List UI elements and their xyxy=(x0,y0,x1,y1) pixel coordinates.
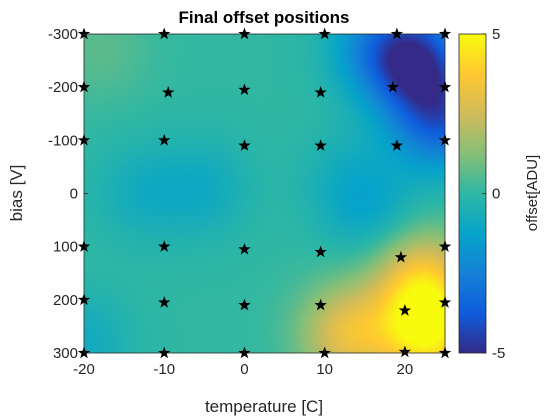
sample-point-marker xyxy=(438,133,452,146)
sample-point-marker xyxy=(314,298,327,311)
colorbar-axis: -5 0 5 xyxy=(482,26,505,362)
sample-point-marker xyxy=(394,250,408,263)
x-tick-label: -10 xyxy=(153,361,175,378)
heatmap-field xyxy=(84,34,445,353)
sample-point-marker xyxy=(386,80,400,93)
sample-point-marker xyxy=(77,133,91,146)
y-axis: -300 -200 -100 0 100 200 300 xyxy=(48,26,88,362)
y-tick-label: -300 xyxy=(48,26,78,43)
y-tick-label: -100 xyxy=(48,132,78,149)
sample-point-marker xyxy=(158,27,171,40)
sample-point-marker xyxy=(390,27,404,40)
x-tick-label: -20 xyxy=(73,361,95,378)
colorbar xyxy=(458,33,487,354)
sample-point-marker xyxy=(158,295,171,308)
sample-point-marker xyxy=(77,240,91,252)
colorbar-tick-label: 5 xyxy=(492,26,500,43)
colorbar-label: offset[ADU] xyxy=(524,155,541,231)
sample-point-marker xyxy=(238,83,251,96)
colorbar-tick-label: -5 xyxy=(492,345,505,362)
y-tick-label: -200 xyxy=(48,79,78,96)
y-tick-label: 100 xyxy=(53,239,78,256)
sample-point-marker xyxy=(238,298,251,311)
sample-point-marker xyxy=(238,242,251,255)
sample-point-marker xyxy=(162,85,175,98)
sample-point-marker xyxy=(77,293,91,306)
sample-point-marker xyxy=(77,80,91,93)
x-tick-label: 10 xyxy=(316,361,333,378)
y-tick-label: 200 xyxy=(53,292,78,309)
y-axis-label: bias [V] xyxy=(7,165,26,222)
sample-point-marker xyxy=(314,245,327,258)
sample-point-marker xyxy=(438,27,452,40)
sample-point-marker xyxy=(438,346,452,359)
sample-point-marker xyxy=(238,27,251,40)
x-axis: -20 -10 0 10 20 xyxy=(73,349,413,378)
sample-point-marker xyxy=(398,303,412,316)
x-axis-label: temperature [C] xyxy=(205,397,323,416)
sample-point-marker xyxy=(158,240,171,252)
sample-point-marker xyxy=(318,27,331,40)
chart-title: Final offset positions xyxy=(179,8,350,27)
x-tick-label: 20 xyxy=(397,361,414,378)
sample-point-marker xyxy=(158,133,171,146)
sample-point-marker xyxy=(438,295,452,308)
sample-point-marker xyxy=(314,85,327,98)
colorbar-tick-label: 0 xyxy=(492,186,500,203)
sample-point-marker xyxy=(314,139,327,151)
sample-point-marker xyxy=(77,27,91,40)
x-tick-label: 0 xyxy=(240,361,248,378)
sample-point-marker xyxy=(438,80,452,93)
sample-point-marker xyxy=(438,240,452,252)
sample-point-marker xyxy=(238,139,251,151)
y-tick-label: 300 xyxy=(53,345,78,362)
y-tick-label: 0 xyxy=(70,186,78,203)
sample-point-marker xyxy=(390,139,404,151)
